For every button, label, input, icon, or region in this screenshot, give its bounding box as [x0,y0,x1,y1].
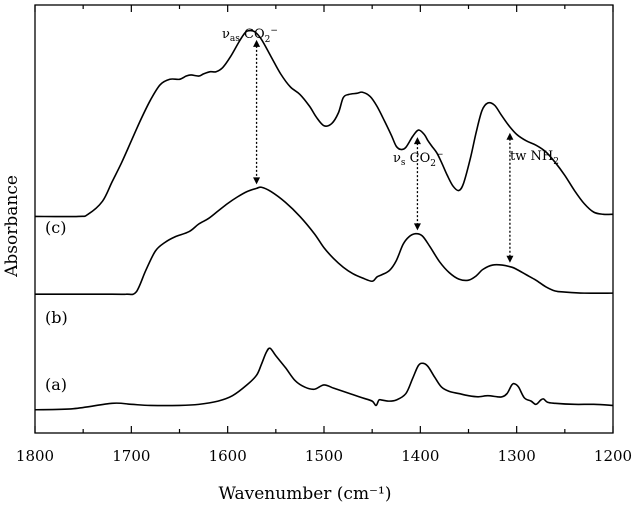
band-annotation-3: tw NH2 [510,149,559,167]
y-axis-title: Absorbance [2,175,22,278]
x-tick-label-1800: 1800 [16,447,54,465]
x-axis-ticks: 1800 1700 1600 1500 1400 1300 1200 [16,5,632,465]
series-labels: (a) (b) (c) [45,218,68,394]
annotation-arrowhead-up-2 [413,137,421,145]
spectrum-curve-a [34,347,614,411]
x-tick-label-1700: 1700 [112,447,150,465]
spectrum-curve-b [34,186,614,296]
spectrum-curve-c [34,29,614,218]
annotation-arrowhead-down-1 [253,177,261,185]
plot-frame [34,4,614,434]
annotation-arrowhead-up-3 [506,132,514,140]
series-label-c: (c) [45,218,66,237]
x-tick-label-1400: 1400 [401,447,439,465]
spectrum-curves [34,29,614,411]
band-annotation-2: νs CO2− [393,150,444,169]
x-tick-label-1200: 1200 [594,447,632,465]
x-tick-label-1500: 1500 [305,447,343,465]
band-annotations: νas CO2− νs CO2− tw NH2 [222,26,559,169]
annotation-arrowhead-down-3 [506,255,514,263]
annotation-arrows [253,39,514,263]
annotation-arrowhead-down-2 [413,223,421,231]
series-label-a: (a) [45,375,67,394]
x-axis-title: Wavenumber (cm⁻¹) [219,484,392,504]
x-tick-label-1300: 1300 [498,447,536,465]
series-label-b: (b) [45,308,68,327]
x-tick-label-1600: 1600 [209,447,247,465]
annotation-arrowhead-up-1 [253,39,261,47]
band-annotation-1: νas CO2− [222,26,278,45]
